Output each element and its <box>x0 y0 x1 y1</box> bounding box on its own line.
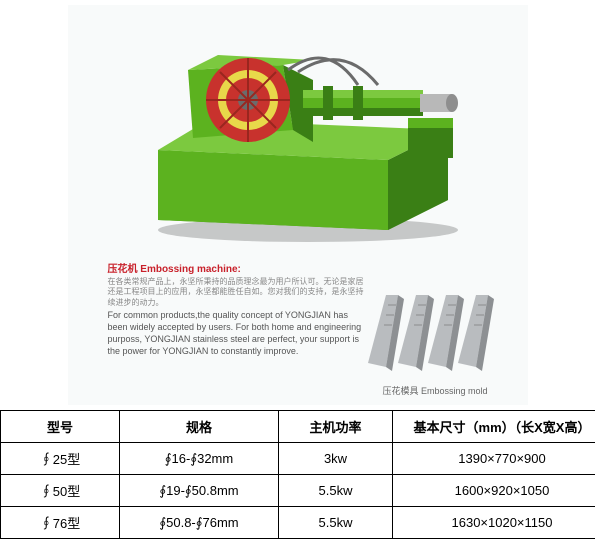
th-power: 主机功率 <box>279 411 393 443</box>
table-row: ∮25型 ∮16-∮32mm 3kw 1390×770×900 <box>1 443 595 475</box>
description-cn: 在各类常规产品上，永坚所秉持的品质理念最为用户所认可。无论是家居还是工程项目上的… <box>108 277 368 309</box>
mold-illustration <box>358 285 503 380</box>
table-row: ∮50型 ∮19-∮50.8mm 5.5kw 1600×920×1050 <box>1 475 595 507</box>
description-title: 压花机 Embossing machine: <box>108 263 368 277</box>
machine-illustration <box>138 30 478 250</box>
cell-dims: 1600×920×1050 <box>393 475 595 507</box>
cell-model: ∮50型 <box>1 475 120 507</box>
cell-power: 5.5kw <box>279 475 393 507</box>
table-header-row: 型号 规格 主机功率 基本尺寸（mm）（长X宽X高） <box>1 411 595 443</box>
mold-label: 压花模具 Embossing mold <box>382 384 487 397</box>
description-en: For common products,the quality concept … <box>108 309 368 358</box>
th-model: 型号 <box>1 411 120 443</box>
spec-table: 型号 规格 主机功率 基本尺寸（mm）（长X宽X高） ∮25型 ∮16-∮32m… <box>0 410 595 539</box>
th-dims: 基本尺寸（mm）（长X宽X高） <box>393 411 595 443</box>
cell-dims: 1390×770×900 <box>393 443 595 475</box>
cell-spec: ∮16-∮32mm <box>120 443 279 475</box>
th-spec: 规格 <box>120 411 279 443</box>
cell-power: 3kw <box>279 443 393 475</box>
description-block: 压花机 Embossing machine: 在各类常规产品上，永坚所秉持的品质… <box>108 263 368 357</box>
cell-spec: ∮19-∮50.8mm <box>120 475 279 507</box>
product-figure: 压花机 Embossing machine: 在各类常规产品上，永坚所秉持的品质… <box>68 5 528 405</box>
cell-model: ∮25型 <box>1 443 120 475</box>
